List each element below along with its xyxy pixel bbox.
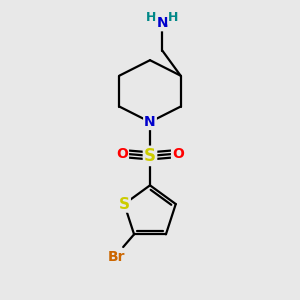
Text: S: S xyxy=(119,196,130,211)
Text: O: O xyxy=(172,146,184,161)
Text: O: O xyxy=(116,146,128,161)
Text: S: S xyxy=(144,147,156,165)
Text: H: H xyxy=(168,11,179,24)
Text: N: N xyxy=(144,115,156,129)
Text: N: N xyxy=(157,16,168,30)
Text: H: H xyxy=(146,11,156,24)
Text: Br: Br xyxy=(108,250,125,264)
